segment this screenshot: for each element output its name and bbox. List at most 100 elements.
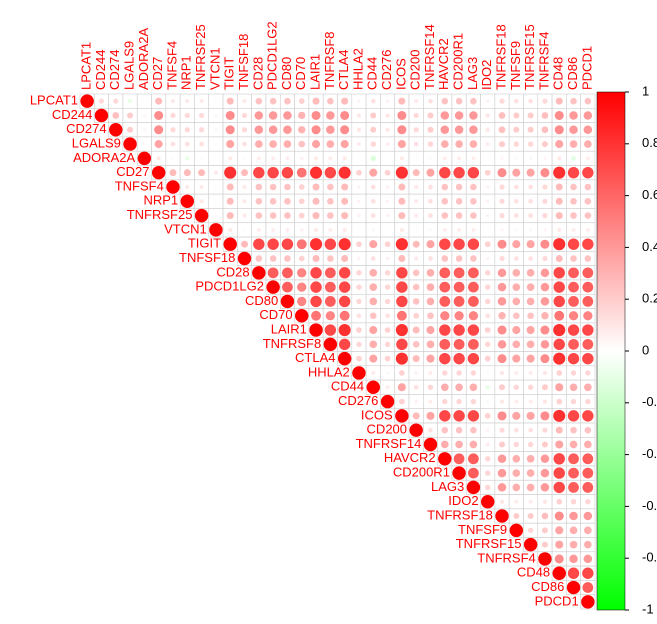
- corr-circle: [554, 125, 564, 135]
- corr-circle: [442, 398, 448, 405]
- corr-circle: [384, 284, 391, 290]
- corr-circle: [453, 324, 465, 336]
- corr-circle: [585, 499, 591, 505]
- corr-circle: [498, 112, 506, 119]
- corr-circle: [311, 125, 321, 135]
- column-label: PDCD1LG2: [265, 21, 280, 90]
- corr-circle: [486, 428, 490, 432]
- corr-circle: [512, 469, 521, 477]
- corr-circle: [370, 98, 376, 104]
- corr-circle: [386, 371, 389, 375]
- corr-circle: [485, 385, 490, 390]
- corr-circle: [453, 338, 465, 350]
- corr-circle: [455, 183, 463, 191]
- corr-circle: [499, 98, 505, 104]
- corr-circle: [385, 256, 390, 261]
- corr-circle: [298, 111, 306, 120]
- corr-circle: [469, 111, 478, 120]
- corr-circle: [541, 312, 549, 320]
- corr-circle: [538, 552, 552, 566]
- corr-circle: [169, 169, 177, 177]
- corr-circle: [583, 511, 593, 521]
- corr-circle: [267, 238, 279, 250]
- corr-circle: [584, 383, 592, 392]
- corr-circle: [269, 140, 277, 148]
- corr-circle: [484, 327, 491, 333]
- corr-circle: [366, 380, 380, 394]
- corr-circle: [269, 212, 277, 219]
- corr-circle: [541, 541, 548, 548]
- column-label: CD244: [93, 50, 108, 90]
- corr-circle: [428, 371, 433, 375]
- corr-circle: [569, 511, 578, 521]
- corr-circle: [499, 212, 505, 219]
- corr-circle: [469, 140, 478, 148]
- corr-circle: [342, 156, 347, 161]
- corr-circle: [399, 398, 405, 405]
- corr-circle: [324, 296, 336, 307]
- corr-circle: [499, 198, 505, 204]
- corr-circle: [486, 99, 490, 103]
- corr-circle: [583, 125, 593, 135]
- corr-circle: [243, 228, 246, 232]
- column-label: ADORA2A: [136, 28, 151, 90]
- corr-circle: [499, 255, 505, 262]
- corr-circle: [256, 156, 261, 161]
- corr-circle: [582, 281, 594, 293]
- corr-circle: [412, 355, 420, 363]
- corr-circle: [340, 140, 349, 149]
- row-label: NRP1: [143, 193, 178, 208]
- corr-circle: [486, 400, 490, 403]
- corr-circle: [555, 426, 563, 434]
- column-label: VTCN1: [207, 47, 222, 90]
- corr-circle: [328, 228, 333, 232]
- column-label: NRP1: [179, 55, 194, 90]
- corr-circle: [358, 157, 360, 160]
- corr-circle: [441, 255, 449, 262]
- column-label: PDCD1: [579, 46, 594, 90]
- corr-circle: [369, 269, 378, 277]
- corr-circle: [540, 239, 550, 249]
- corr-circle: [327, 255, 334, 262]
- corr-circle: [298, 140, 306, 148]
- corr-circle: [569, 383, 578, 392]
- corr-circle: [470, 197, 477, 205]
- corr-circle: [283, 140, 292, 148]
- corr-circle: [324, 324, 337, 336]
- corr-circle: [467, 166, 480, 179]
- corr-circle: [541, 141, 548, 148]
- corr-circle: [213, 170, 218, 175]
- corr-circle: [499, 427, 505, 433]
- corr-circle: [298, 255, 305, 262]
- corr-circle: [486, 157, 489, 160]
- corr-circle: [295, 309, 309, 323]
- corr-circle: [555, 440, 564, 449]
- corr-circle: [385, 113, 390, 118]
- color-bar: [596, 91, 626, 611]
- corr-circle: [397, 140, 406, 149]
- corr-circle: [171, 157, 175, 160]
- row-label: IDO2: [448, 493, 478, 508]
- corr-circle: [137, 151, 152, 166]
- corr-circle: [199, 141, 204, 147]
- corr-circle: [198, 127, 205, 133]
- corr-circle: [452, 466, 466, 480]
- corr-circle: [469, 383, 478, 392]
- corr-circle: [226, 197, 234, 205]
- corr-circle: [485, 113, 490, 118]
- corr-circle: [385, 199, 390, 203]
- corr-circle: [357, 256, 361, 261]
- corr-circle: [514, 228, 518, 232]
- corr-circle: [568, 482, 579, 493]
- corr-circle: [469, 125, 478, 135]
- corr-circle: [514, 399, 519, 404]
- column-label: TNFRSF8: [322, 32, 337, 91]
- corr-circle: [185, 156, 190, 161]
- corr-circle: [556, 398, 563, 405]
- column-label: TNFRSF18: [493, 24, 508, 90]
- corr-circle: [585, 398, 591, 405]
- corr-circle: [414, 256, 419, 261]
- corr-circle: [527, 513, 534, 520]
- corr-circle: [269, 97, 277, 105]
- corr-circle: [557, 227, 562, 232]
